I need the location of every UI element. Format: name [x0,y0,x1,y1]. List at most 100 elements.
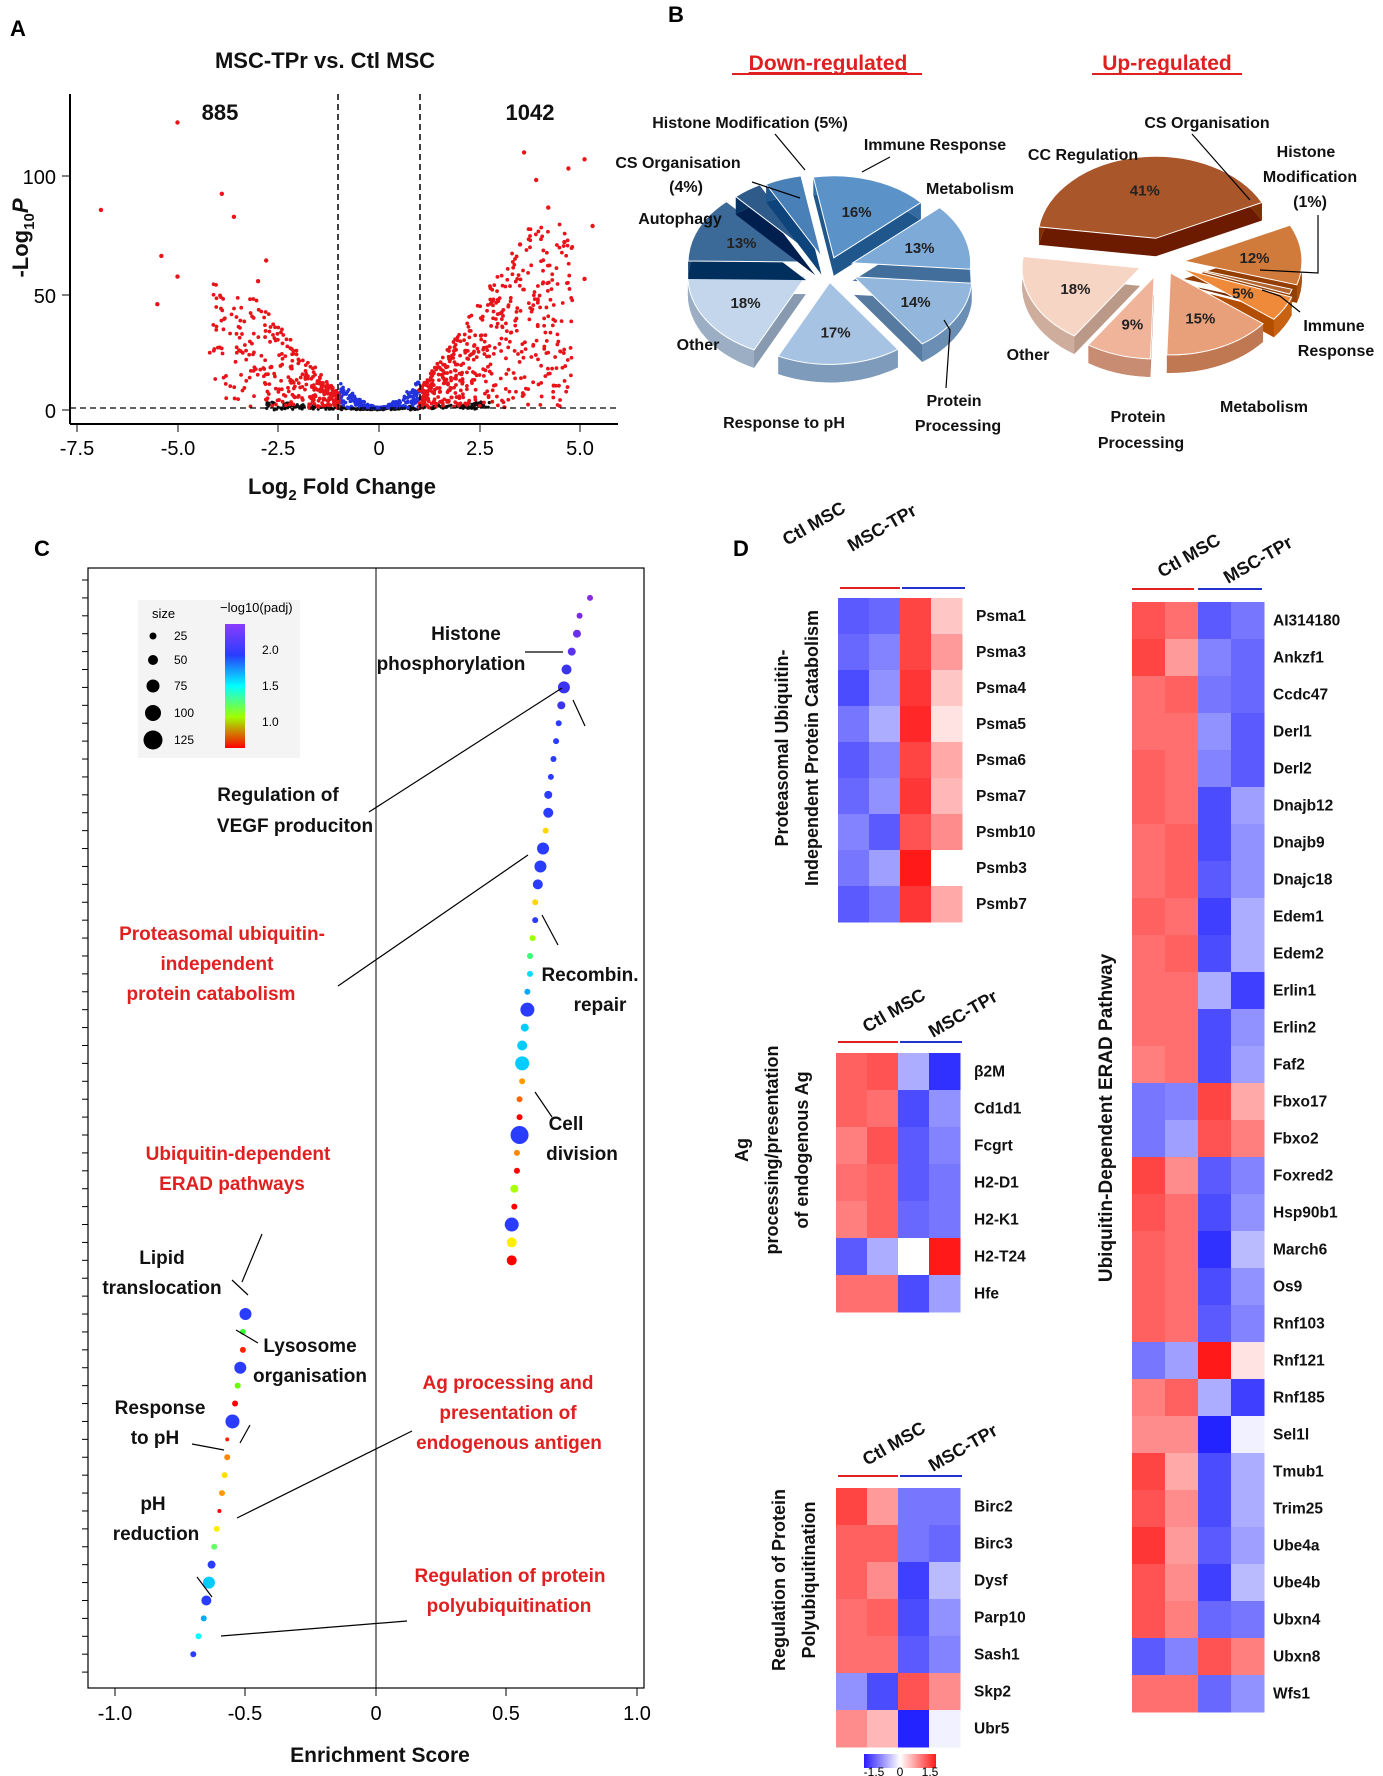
legend-color-tick: 1.5 [262,679,279,693]
volcano-xtick-label: 5.0 [566,438,594,460]
annot-response-ph: Response [115,1398,206,1419]
volcano-point [288,337,293,342]
volcano-point [521,287,526,292]
volcano-up-count: 1042 [506,100,555,125]
enrichment-point [515,1056,530,1071]
volcano-point [491,297,496,302]
pie-up-label-histone-pct: (1%) [1293,194,1327,211]
volcano-point [557,404,562,409]
volcano-point [566,166,571,171]
volcano-point [510,251,514,256]
pie-down-leader-protein [943,319,951,389]
volcano-point [317,375,322,380]
enrichment-point [576,612,583,619]
volcano-point [517,360,522,364]
heatmap-cell [1231,1194,1265,1232]
volcano-point [536,229,541,234]
heatmap-cell [898,1488,930,1526]
pie-up-label-processing: Processing [1098,435,1184,452]
heatmap-cell [931,598,963,635]
heatmap-cell [931,850,963,887]
heatmap-cell [1231,1120,1265,1158]
volcano-point [482,339,487,344]
volcano-point [529,355,534,359]
heatmap-cell [1132,1638,1166,1676]
enrichment-point [532,879,543,890]
heatmap-cell [867,1673,899,1711]
enrichment-xtick: 0 [370,1688,382,1725]
volcano-point [310,399,315,404]
volcano-point [268,325,273,329]
volcano-point [558,398,562,402]
heatmap-cell [931,742,963,779]
annot-polyubiquitination: polyubiquitination [427,1596,592,1617]
enrichment-point [225,1414,240,1429]
heatmap-cell [1231,676,1265,714]
pie-up-title: Up-regulated [1102,52,1232,75]
volcano-point [355,407,360,411]
volcano-point [415,380,420,385]
volcano-point [562,231,567,236]
heatmap-cell [869,742,901,779]
volcano-point [331,393,336,398]
volcano-point [235,295,240,300]
volcano-point [446,398,451,403]
enrichment-point [211,1543,218,1550]
heatmap-cell [898,1275,930,1313]
heatmap-gene-label: Erlin2 [1273,1020,1316,1037]
volcano-point [398,400,403,405]
volcano-point [467,366,472,371]
enrichment-point [232,1400,239,1407]
heatmap-cell [1165,1083,1199,1121]
volcano-point [221,297,226,301]
volcano-point [516,273,521,278]
pie-slice-pct: 12% [1240,250,1270,267]
volcano-point [504,356,508,361]
legend-size-label: 75 [174,679,188,693]
heatmap-cell [1165,713,1199,751]
volcano-point [280,399,285,404]
volcano-point [543,374,548,379]
volcano-point [495,394,499,399]
enrichment-point [217,1508,222,1513]
volcano-point [489,324,494,328]
volcano-point [531,343,536,348]
volcano-point [504,321,508,326]
volcano-point [473,387,478,392]
heatmap-cell [1231,1268,1265,1306]
volcano-point [224,396,229,401]
volcano-point [458,339,463,344]
volcano-point [549,287,554,291]
hm-col-label-ctl: Ctl MSC [779,498,849,550]
heatmap-cell [1198,1120,1232,1158]
volcano-point [568,373,573,378]
heatmap-cell [838,850,870,887]
enrichment-point [506,1237,517,1248]
volcano-point [291,386,296,391]
heatmap-cell [900,814,932,851]
heatmap-gene-label: Psmb7 [976,896,1027,913]
heatmap-cell [1231,972,1265,1010]
volcano-point [550,272,555,277]
volcano-point [528,227,533,232]
enrichment-point [504,1217,519,1232]
volcano-point [242,319,247,324]
volcano-point [493,345,497,350]
heatmap-cell [1198,1564,1232,1602]
volcano-point [543,330,548,335]
volcano-point [320,388,325,392]
heatmap-cell [1198,639,1232,677]
enrichment-point [202,1576,215,1589]
volcano-point [395,403,400,408]
volcano-point [534,338,539,343]
enrichment-xtick-label: -0.5 [228,1703,262,1725]
volcano-point [474,401,478,405]
volcano-point [550,278,555,282]
volcano-point [234,315,239,319]
heatmap-cell [1231,1527,1265,1565]
enrichment-point [190,1651,197,1658]
volcano-xtick-label: 2.5 [466,438,494,460]
volcano-point [544,339,549,343]
volcano-point [300,372,305,377]
volcano-point [486,393,491,398]
